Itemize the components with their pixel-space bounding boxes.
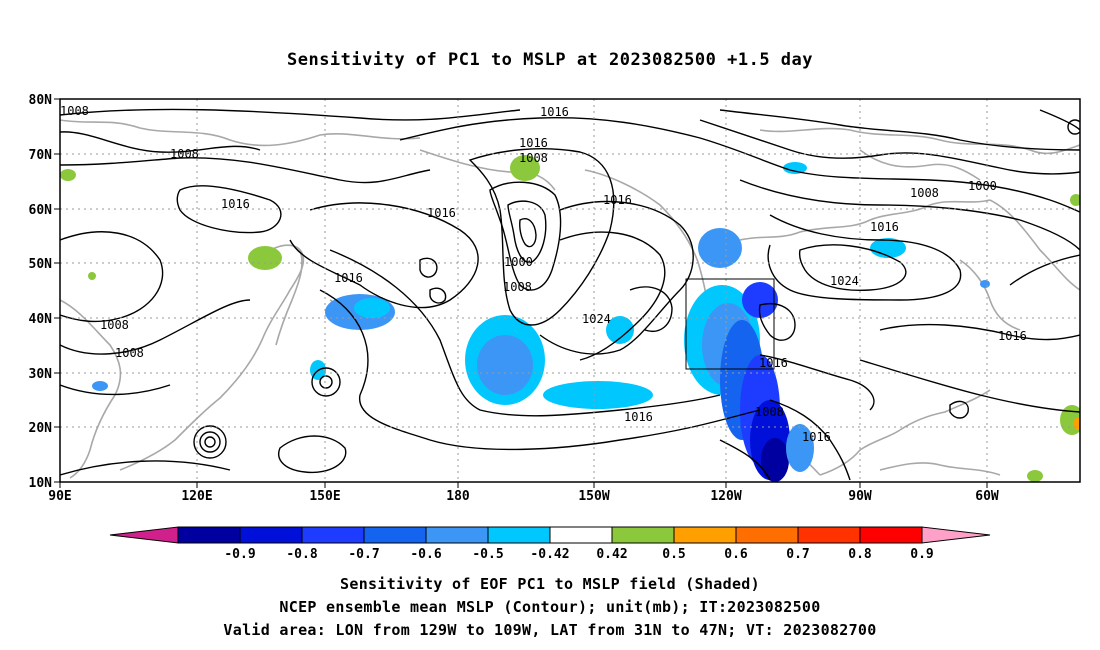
lat-tick-label: 80N <box>29 93 53 108</box>
contour-label: 1008 <box>503 280 532 294</box>
lon-tick-label: 90W <box>848 489 872 504</box>
colorbar-tick-label: -0.7 <box>348 547 379 560</box>
contour-label: 1008 <box>519 151 548 165</box>
caption-line-1: Sensitivity of EOF PC1 to MSLP field (Sh… <box>340 575 760 593</box>
contour-label: 1008 <box>170 147 199 161</box>
contour-label: 1008 <box>910 186 939 200</box>
colorbar: -0.9 -0.8 -0.7 -0.6 -0.5 -0.42 0.42 0.5 0.6 0.7 0.… <box>109 526 991 560</box>
map-gridlines <box>60 99 1080 482</box>
colorbar-tick-label: 0.6 <box>724 547 748 560</box>
lon-tick-label: 180 <box>446 489 470 504</box>
contour-label: 1016 <box>221 197 250 211</box>
lon-tick-label: 60W <box>975 489 999 504</box>
contour-label: 1016 <box>870 220 899 234</box>
contour-label: 1008 <box>60 104 89 118</box>
colorbar-over-triangle <box>921 526 991 544</box>
colorbar-tick-label: 0.9 <box>910 547 933 560</box>
colorbar-tick-label: 0.42 <box>596 547 627 560</box>
contour-label: 1016 <box>998 329 1027 343</box>
colorbar-tick-label: -0.5 <box>472 547 503 560</box>
lat-tick-label: 60N <box>29 203 53 218</box>
colorbar-tick-label: 0.7 <box>786 547 809 560</box>
lat-tick-label: 20N <box>29 421 53 436</box>
contour-label: 1008 <box>755 405 784 419</box>
colorbar-cell <box>797 526 861 544</box>
colorbar-cell <box>425 526 489 544</box>
caption-line-3: Valid area: LON from 129W to 109W, LAT f… <box>223 621 877 639</box>
lon-tick-label: 120W <box>710 489 741 504</box>
colorbar-tick-label: -0.9 <box>224 547 255 560</box>
lat-tick-label: 50N <box>29 257 53 272</box>
lat-tick-label: 70N <box>29 148 53 163</box>
lon-tick-label: 90E <box>48 489 71 504</box>
colorbar-cell <box>859 526 923 544</box>
colorbar-tick-label: -0.8 <box>286 547 317 560</box>
contour-label: 1016 <box>427 206 456 220</box>
contour-label: 1016 <box>802 430 831 444</box>
colorbar-cell <box>549 526 613 544</box>
contour-labels: 1008 1008 1016 1016 1016 1016 1008 1016 … <box>60 104 1027 444</box>
longitude-labels: 90E 120E 150E 180 150W 120W 90W 60W <box>48 489 999 504</box>
contour-label: 1016 <box>603 193 632 207</box>
latitude-labels: 80N 70N 60N 50N 40N 30N 20N 10N <box>29 93 53 491</box>
contour-label: 1016 <box>624 410 653 424</box>
map-plot-area <box>60 99 1080 482</box>
lon-tick-label: 120E <box>181 489 212 504</box>
colorbar-tick-label: 0.5 <box>662 547 685 560</box>
lat-tick-label: 40N <box>29 312 53 327</box>
contour-label: 1016 <box>759 356 788 370</box>
colorbar-tick-label: -0.6 <box>410 547 441 560</box>
colorbar-tick-label: 0.8 <box>848 547 872 560</box>
colorbar-cell <box>673 526 737 544</box>
contour-label: 1016 <box>540 105 569 119</box>
colorbar-tick-label: -0.42 <box>530 547 569 560</box>
tick-marks <box>54 98 988 488</box>
contour-label: 1024 <box>830 274 859 288</box>
contour-label: 1016 <box>519 136 548 150</box>
lat-tick-label: 10N <box>29 476 53 491</box>
colorbar-cell <box>301 526 365 544</box>
colorbar-cell <box>487 526 551 544</box>
sensitivity-shading <box>60 155 1080 482</box>
map-frame <box>59 98 1081 483</box>
contour-label: 1000 <box>968 179 997 193</box>
colorbar-cell <box>363 526 427 544</box>
contour-label: 1000 <box>504 255 533 269</box>
chart-title: Sensitivity of PC1 to MSLP at 2023082500… <box>286 50 813 70</box>
colorbar-cell <box>239 526 303 544</box>
lon-tick-label: 150E <box>309 489 340 504</box>
colorbar-under-triangle <box>109 526 179 544</box>
map-figure: 1008 1008 1016 1016 1016 1016 1008 1016 … <box>29 93 1081 560</box>
contour-label: 1016 <box>334 271 363 285</box>
contour-label: 1008 <box>115 346 144 360</box>
lat-tick-label: 30N <box>29 367 53 382</box>
contour-label: 1008 <box>100 318 129 332</box>
colorbar-cell <box>735 526 799 544</box>
contour-label: 1024 <box>582 312 611 326</box>
caption-line-2: NCEP ensemble mean MSLP (Contour); unit(… <box>279 598 821 616</box>
mslp-contours <box>60 108 1080 481</box>
lon-tick-label: 150W <box>578 489 609 504</box>
colorbar-cell <box>611 526 675 544</box>
colorbar-cell <box>177 526 241 544</box>
valid-area-box <box>685 278 775 370</box>
